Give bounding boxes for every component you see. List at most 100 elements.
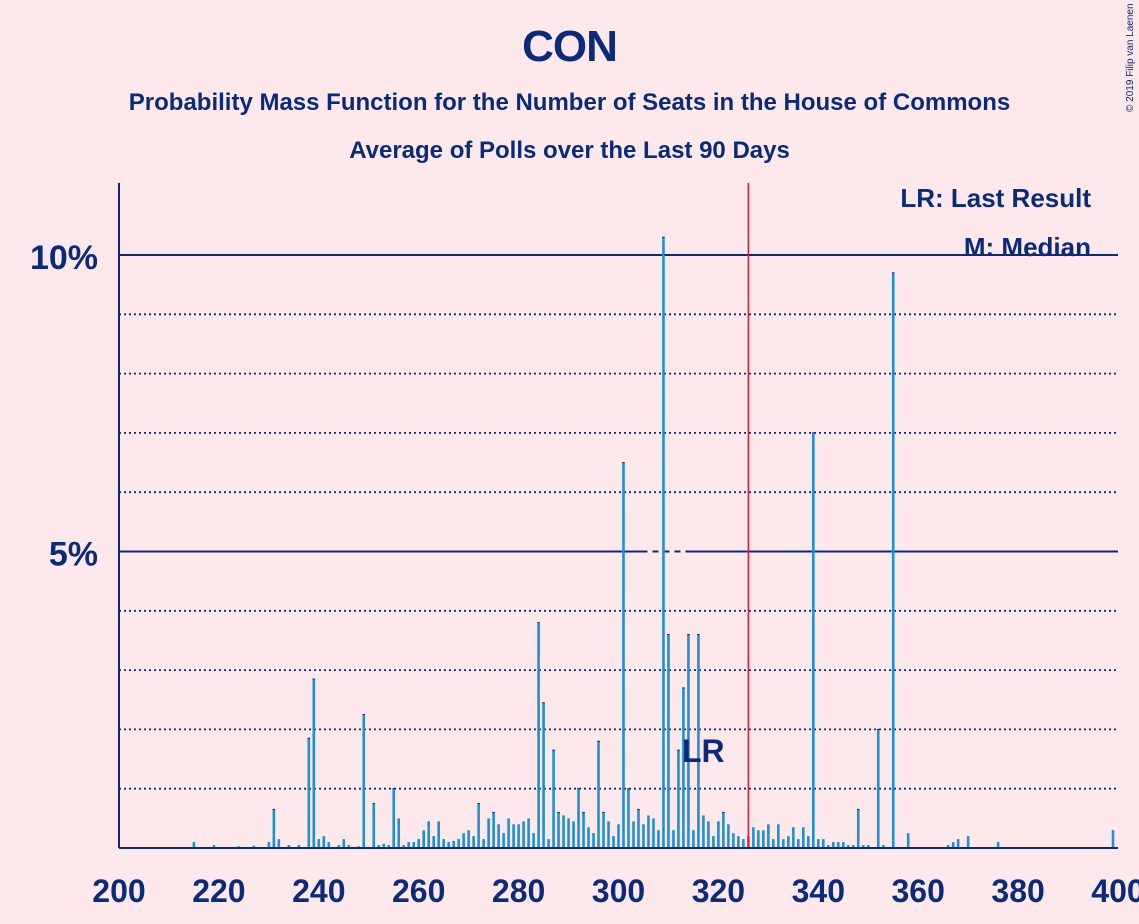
- bar-seat-281: [522, 821, 525, 848]
- bar-seat-338: [807, 836, 810, 848]
- bar-seat-328: [757, 830, 760, 848]
- bar-seat-324: [737, 836, 740, 848]
- bar-seat-367: [951, 842, 955, 848]
- legend-last-result: LR: Last Result: [900, 183, 1091, 213]
- bar-seat-234: [287, 845, 291, 848]
- bar-seat-301: [622, 462, 625, 848]
- bar-seat-285: [542, 702, 545, 848]
- bar-seat-304: [637, 809, 640, 848]
- bar-seat-349: [861, 845, 865, 848]
- bar-seat-231: [272, 809, 276, 848]
- legend-median: M: Median: [963, 232, 1091, 262]
- bar-seat-272: [477, 803, 480, 848]
- bar-seat-219: [212, 845, 216, 848]
- bar-seat-313: [682, 687, 685, 848]
- bar-seat-257: [402, 845, 406, 848]
- bar-seat-274: [487, 818, 490, 848]
- bar-seat-312: [677, 750, 680, 848]
- bar-seat-252: [377, 845, 381, 848]
- bar-seat-316: [697, 634, 700, 848]
- bar-seat-284: [537, 622, 540, 848]
- bar-seat-315: [692, 830, 695, 848]
- bar-seat-288: [557, 812, 560, 848]
- bar-seat-232: [277, 839, 281, 848]
- bar-seat-264: [437, 821, 440, 848]
- bar-seat-335: [792, 827, 795, 848]
- bar-seat-249: [362, 714, 366, 848]
- bar-seat-278: [507, 818, 510, 848]
- bar-seat-333: [782, 839, 785, 848]
- bar-seat-295: [592, 833, 595, 848]
- bar-seat-336: [797, 839, 800, 848]
- bar-seat-254: [387, 845, 391, 848]
- bar-seat-306: [647, 815, 650, 848]
- bar-seat-260: [417, 839, 420, 848]
- x-tick-label: 280: [492, 873, 545, 909]
- bar-seat-287: [552, 750, 555, 848]
- bar-seat-340: [817, 839, 820, 848]
- bar-seat-339: [812, 432, 815, 848]
- bar-seat-355: [891, 272, 895, 848]
- bar-seat-244: [337, 845, 341, 848]
- bar-seat-269: [462, 833, 465, 848]
- bar-seat-289: [562, 815, 565, 848]
- bar-seat-353: [881, 845, 885, 848]
- bar-seat-279: [512, 824, 515, 848]
- bar-seat-303: [632, 821, 635, 848]
- bar-seat-366: [946, 845, 950, 848]
- bar-seat-300: [617, 824, 620, 848]
- bar-seat-337: [802, 827, 805, 848]
- chart-title: CON: [522, 22, 618, 71]
- bar-seat-318: [707, 821, 710, 848]
- bar-seat-267: [452, 840, 455, 848]
- bar-seat-286: [547, 839, 550, 848]
- bar-seat-292: [577, 788, 580, 848]
- bar-seat-275: [492, 812, 495, 848]
- bar-seat-294: [587, 827, 590, 848]
- bar-seat-255: [392, 788, 396, 848]
- x-tick-label: 260: [392, 873, 445, 909]
- bar-seat-344: [836, 842, 840, 848]
- x-tick-label: 400: [1091, 873, 1139, 909]
- bar-seat-352: [876, 729, 880, 848]
- bar-seat-262: [427, 821, 430, 848]
- bar-seat-282: [527, 818, 530, 848]
- bar-seat-240: [317, 839, 321, 848]
- bar-seat-290: [567, 818, 570, 848]
- bar-seat-253: [382, 843, 386, 848]
- bar-seat-242: [327, 842, 331, 848]
- bar-seat-311: [672, 830, 675, 848]
- axes: [118, 183, 1118, 849]
- bar-seat-270: [467, 830, 470, 848]
- tick-labels: 5% 10% LR 200 220 240 260 280 300 320 340 360 380 400: [30, 239, 1139, 909]
- bar-seat-325: [742, 839, 745, 848]
- x-tick-label: 220: [192, 873, 245, 909]
- bar-seat-265: [442, 839, 445, 848]
- bar-series: [192, 236, 1115, 848]
- bar-seat-238: [307, 738, 311, 848]
- bar-seat-321: [722, 812, 725, 848]
- bar-seat-309: [662, 237, 665, 848]
- y-tick-label: 10%: [30, 239, 98, 277]
- x-tick-label: 360: [892, 873, 945, 909]
- bar-seat-331: [772, 839, 775, 848]
- bar-seat-346: [846, 845, 850, 848]
- gridlines: [119, 254, 1118, 790]
- bar-seat-343: [831, 842, 835, 848]
- last-result-label: LR: [682, 733, 725, 769]
- bar-seat-256: [397, 818, 401, 848]
- y-tick-label: 5%: [49, 536, 98, 574]
- bar-seat-302: [627, 788, 630, 848]
- bar-seat-327: [752, 827, 755, 848]
- x-tick-label: 200: [92, 873, 145, 909]
- bar-seat-320: [717, 821, 720, 848]
- bar-seat-329: [762, 830, 765, 848]
- bar-seat-348: [856, 809, 860, 848]
- bar-seat-299: [612, 836, 615, 848]
- bar-seat-298: [607, 821, 610, 848]
- bar-seat-258: [407, 842, 411, 848]
- bar-seat-376: [996, 842, 1000, 848]
- bar-seat-246: [347, 845, 351, 848]
- bar-seat-307: [652, 818, 655, 848]
